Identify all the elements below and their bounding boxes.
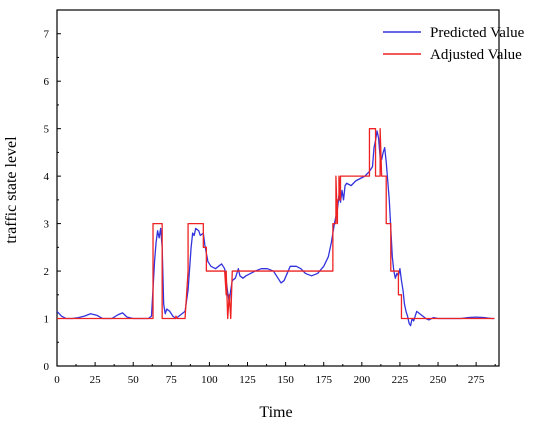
y-tick-label: 5 bbox=[44, 124, 50, 136]
y-tick-label: 6 bbox=[44, 76, 50, 88]
x-tick-label: 50 bbox=[128, 374, 140, 386]
legend-label: Adjusted Value bbox=[430, 47, 522, 63]
x-axis-title: Time bbox=[259, 404, 292, 421]
legend-label: Predicted Value bbox=[430, 25, 525, 41]
x-tick-label: 225 bbox=[392, 374, 409, 386]
series-line-predicted bbox=[57, 131, 494, 326]
x-tick-label: 75 bbox=[166, 374, 178, 386]
x-tick-label: 25 bbox=[90, 374, 102, 386]
x-tick-label: 250 bbox=[430, 374, 447, 386]
x-tick-label: 175 bbox=[315, 374, 332, 386]
y-tick-label: 7 bbox=[44, 29, 50, 41]
plot-area bbox=[57, 10, 499, 366]
y-axis-title: traffic state level bbox=[3, 136, 20, 244]
y-tick-label: 0 bbox=[44, 361, 50, 373]
x-tick-label: 125 bbox=[239, 374, 256, 386]
legend: Predicted Value Adjusted Value bbox=[383, 25, 525, 63]
series-layer bbox=[57, 129, 494, 326]
y-tick-label: 2 bbox=[44, 266, 50, 278]
y-tick-label: 3 bbox=[44, 219, 50, 231]
x-tick-label: 200 bbox=[354, 374, 371, 386]
x-tick-label: 100 bbox=[201, 374, 218, 386]
x-tick-label: 275 bbox=[468, 374, 485, 386]
y-tick-label: 1 bbox=[44, 314, 50, 326]
y-tick-label: 4 bbox=[44, 171, 50, 183]
x-tick-label: 150 bbox=[277, 374, 294, 386]
x-tick-label: 0 bbox=[54, 374, 60, 386]
plot-frame bbox=[57, 10, 499, 366]
series-line-adjusted bbox=[57, 129, 494, 319]
